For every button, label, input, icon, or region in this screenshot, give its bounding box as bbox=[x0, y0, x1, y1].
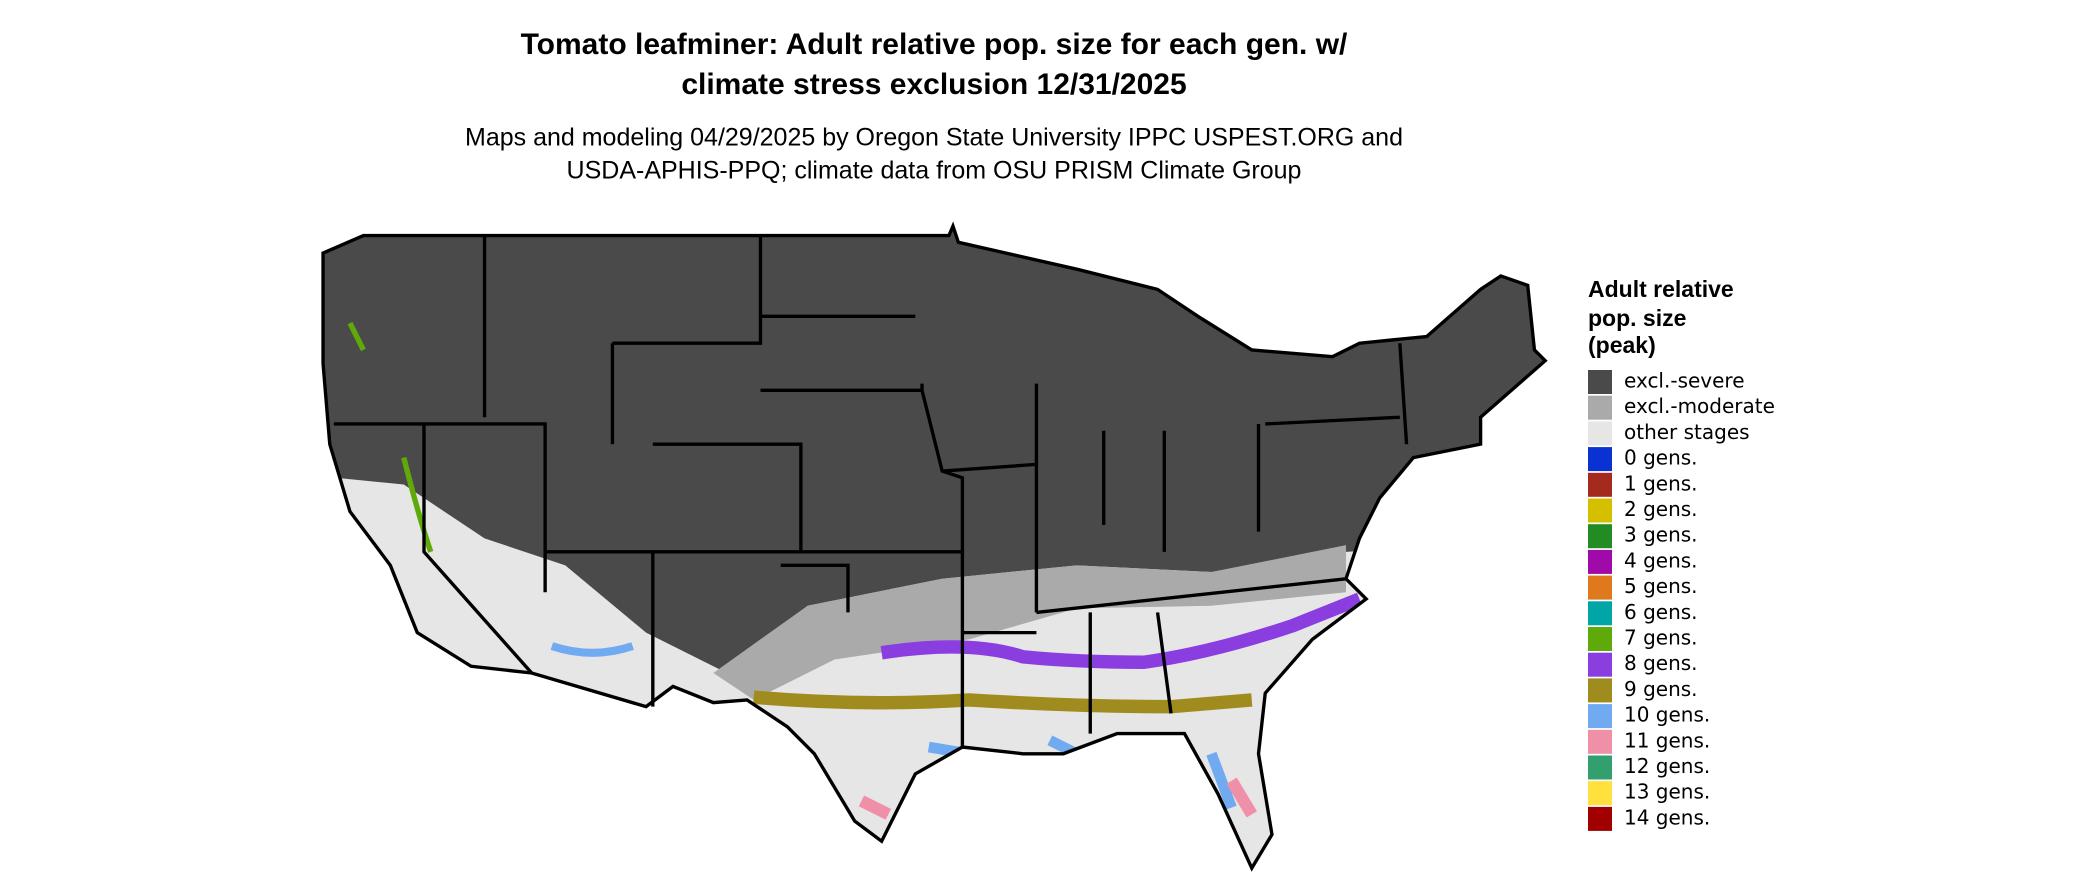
legend-label: 8 gens. bbox=[1624, 651, 1698, 675]
legend-swatch bbox=[1588, 627, 1612, 651]
legend-label: 7 gens. bbox=[1624, 626, 1698, 650]
legend-label: 9 gens. bbox=[1624, 677, 1698, 701]
legend-label: 3 gens. bbox=[1624, 523, 1698, 547]
map-excl-moderate bbox=[713, 545, 1346, 700]
legend: Adult relative pop. size (peak) excl.-se… bbox=[1588, 276, 1775, 831]
legend-swatch bbox=[1588, 652, 1612, 677]
legend-label: other stages bbox=[1624, 420, 1750, 444]
map-band bbox=[927, 735, 1237, 810]
legend-swatch bbox=[1588, 704, 1612, 729]
map-band bbox=[347, 321, 434, 553]
legend-swatch bbox=[1588, 447, 1612, 472]
legend-label: 4 gens. bbox=[1624, 548, 1698, 572]
legend-swatch bbox=[1588, 601, 1612, 626]
legend-swatch bbox=[1588, 421, 1612, 446]
subtitle-line: Maps and modeling 04/29/2025 by Oregon S… bbox=[465, 124, 1403, 152]
legend-label: 10 gens. bbox=[1624, 703, 1710, 727]
state-borders bbox=[321, 221, 1548, 872]
subtitle-line: USDA-APHIS-PPQ; climate data from OSU PR… bbox=[567, 157, 1302, 185]
map bbox=[321, 221, 1548, 872]
map-band bbox=[550, 642, 634, 657]
legend-swatch bbox=[1588, 575, 1612, 600]
legend-swatch bbox=[1588, 781, 1612, 806]
legend-label: 2 gens. bbox=[1624, 497, 1698, 521]
legend-title: (peak) bbox=[1588, 332, 1656, 358]
legend-swatch bbox=[1588, 755, 1612, 780]
map-band bbox=[753, 690, 1253, 714]
legend-swatch bbox=[1588, 549, 1612, 574]
legend-swatch bbox=[1588, 498, 1612, 523]
legend-label: 11 gens. bbox=[1624, 728, 1710, 752]
legend-label: 12 gens. bbox=[1624, 754, 1710, 778]
legend-swatch bbox=[1588, 524, 1612, 549]
legend-label: excl.-moderate bbox=[1624, 394, 1775, 418]
legend-swatch bbox=[1588, 472, 1612, 497]
legend-label: 14 gens. bbox=[1624, 805, 1710, 829]
legend-label: 0 gens. bbox=[1624, 446, 1698, 470]
legend-swatch bbox=[1588, 395, 1612, 420]
legend-title: pop. size bbox=[1588, 305, 1686, 331]
legend-title: Adult relative bbox=[1588, 276, 1734, 302]
legend-swatch bbox=[1588, 370, 1612, 394]
legend-label: 1 gens. bbox=[1624, 471, 1698, 495]
legend-label: 5 gens. bbox=[1624, 574, 1698, 598]
title-line: climate stress exclusion 12/31/2025 bbox=[681, 68, 1186, 101]
legend-swatch bbox=[1588, 806, 1612, 831]
legend-swatch bbox=[1588, 729, 1612, 754]
legend-swatch bbox=[1588, 678, 1612, 703]
map-band bbox=[858, 777, 1257, 820]
legend-label: 6 gens. bbox=[1624, 600, 1698, 624]
legend-label: excl.-severe bbox=[1624, 369, 1745, 393]
legend-label: 13 gens. bbox=[1624, 780, 1710, 804]
title-line: Tomato leafminer: Adult relative pop. si… bbox=[521, 28, 1348, 61]
